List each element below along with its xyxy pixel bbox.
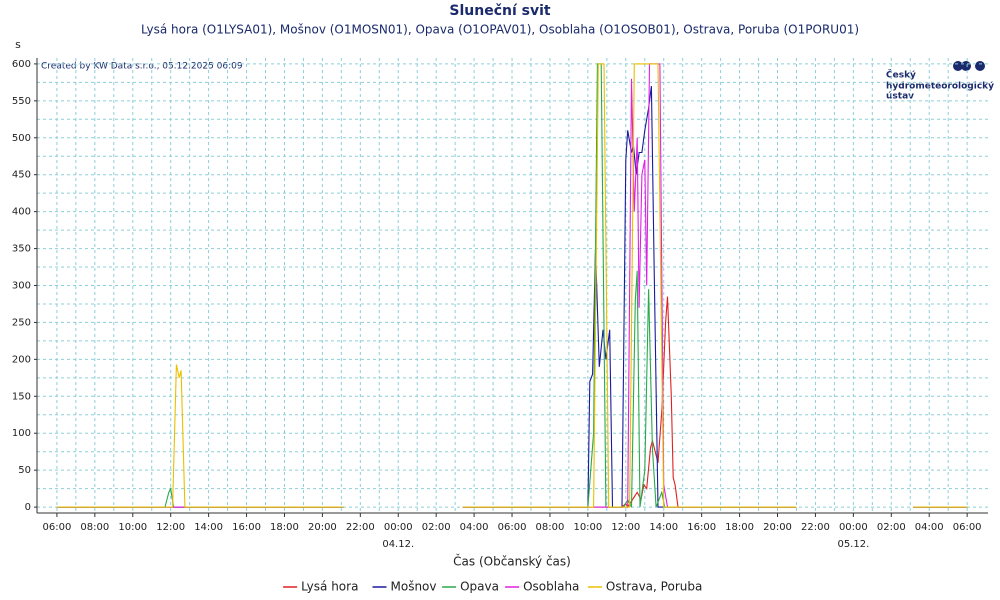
x-tick-label: 18:00 [270, 522, 299, 533]
y-tick-label: 450 [12, 170, 31, 181]
x-tick-label: 16:00 [232, 522, 261, 533]
x-tick-label: 06:00 [42, 522, 71, 533]
y-tick-label: 50 [18, 465, 31, 476]
x-tick-label: 22:00 [801, 522, 830, 533]
y-tick-label: 100 [12, 428, 31, 439]
annotation: Created by KW Data s.r.o., 05.12.2025 06… [41, 62, 243, 72]
x-tick-label: 08:00 [536, 522, 565, 533]
logo-dot [961, 61, 971, 71]
x-date-label: 05.12. [837, 539, 869, 550]
y-tick-label: 0 [25, 502, 31, 513]
x-tick-label: 14:00 [649, 522, 678, 533]
x-tick-label: 20:00 [763, 522, 792, 533]
chart-title: Sluneční svit [449, 3, 551, 19]
grid [37, 58, 988, 513]
x-tick-label: 12:00 [156, 522, 185, 533]
x-tick-label: 12:00 [611, 522, 640, 533]
x-tick-label: 10:00 [118, 522, 147, 533]
series-line [56, 63, 968, 508]
y-tick-label: 250 [12, 317, 31, 328]
logo-dot [975, 61, 985, 71]
y-tick-label: 400 [12, 207, 31, 218]
y-tick-label: 200 [12, 354, 31, 365]
x-tick-label: 00:00 [839, 522, 868, 533]
x-tick-label: 20:00 [308, 522, 337, 533]
logo-text: hydrometeorologický [886, 82, 994, 92]
y-tick-label: 150 [12, 391, 31, 402]
y-tick-label: 600 [12, 59, 31, 70]
logo: Český hydrometeorologický ústav [886, 61, 994, 102]
legend-label: Opava [460, 580, 499, 594]
y-tick-label: 300 [12, 281, 31, 292]
legend-label: Mošnov [391, 580, 437, 594]
y-tick-label: 350 [12, 244, 31, 255]
y-tick-label: 500 [12, 133, 31, 144]
x-date-label: 04.12. [382, 539, 414, 550]
y-tick-label: 550 [12, 96, 31, 107]
x-tick-label: 02:00 [422, 522, 451, 533]
x-tick-label: 16:00 [687, 522, 716, 533]
x-tick-label: 04:00 [915, 522, 944, 533]
y-unit: s [15, 38, 21, 51]
x-tick-label: 10:00 [573, 522, 602, 533]
legend-label: Osoblaha [523, 580, 579, 594]
x-tick-label: 14:00 [194, 522, 223, 533]
x-tick-label: 00:00 [384, 522, 413, 533]
legend-label: Lysá hora [301, 580, 358, 594]
x-tick-label: 04:00 [460, 522, 489, 533]
x-tick-label: 18:00 [725, 522, 754, 533]
legend-label: Ostrava, Poruba [606, 580, 702, 594]
x-tick-label: 06:00 [498, 522, 527, 533]
x-tick-label: 06:00 [953, 522, 982, 533]
x-axis-label: Čas (Občanský čas) [453, 554, 571, 569]
logo-text: ústav [886, 92, 914, 102]
x-tick-label: 02:00 [877, 522, 906, 533]
x-tick-label: 08:00 [80, 522, 109, 533]
x-tick-label: 22:00 [346, 522, 375, 533]
logo-text: Český [886, 69, 916, 81]
chart-subtitle: Lysá hora (O1LYSA01), Mošnov (O1MOSN01),… [141, 23, 859, 37]
